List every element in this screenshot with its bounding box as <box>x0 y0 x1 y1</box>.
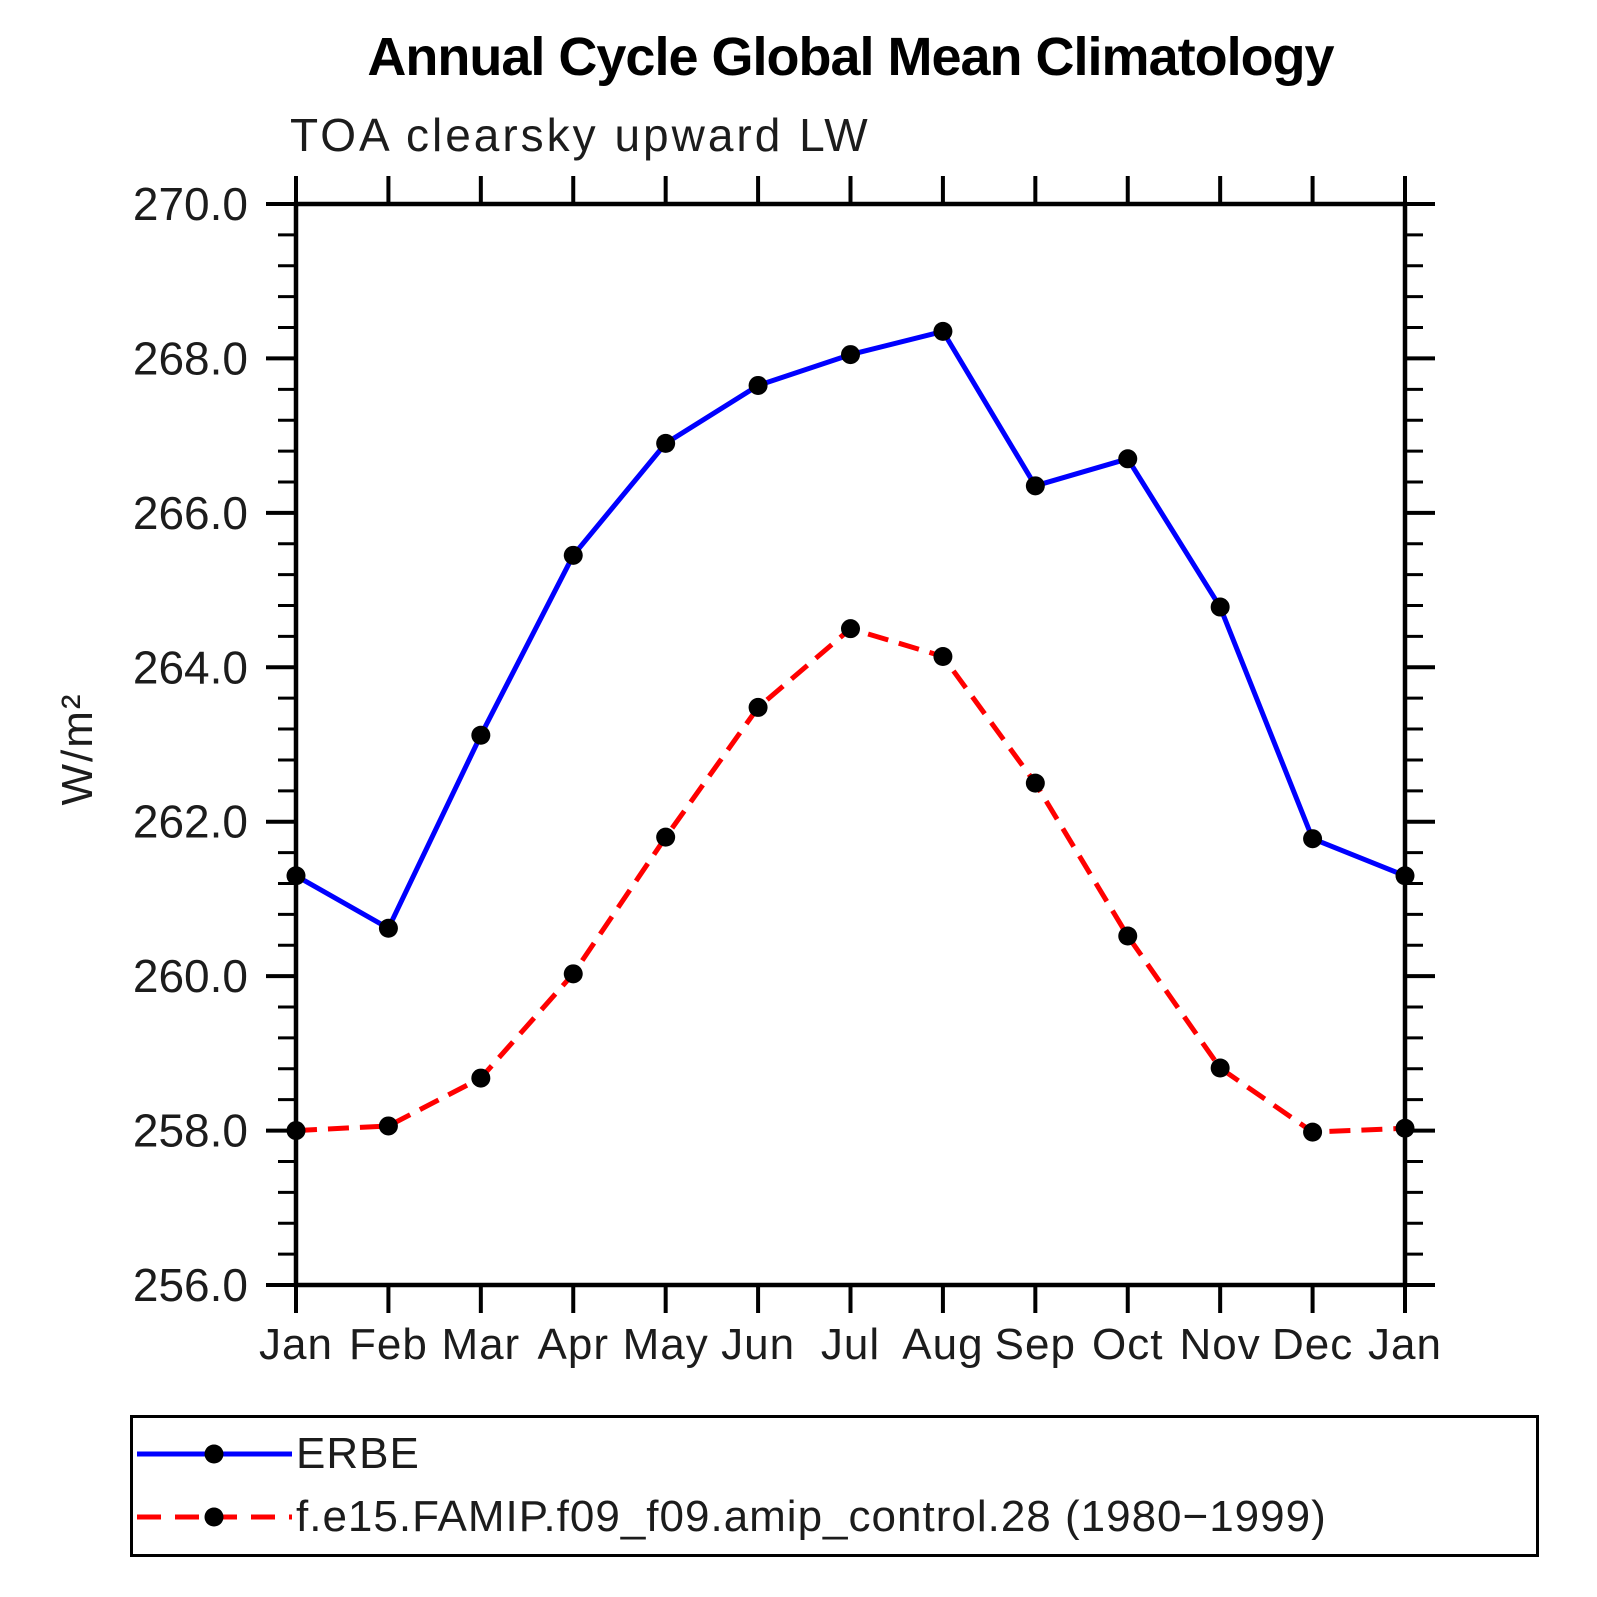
legend-label-erbe: ERBE <box>296 1428 420 1478</box>
data-point-marker <box>1210 1058 1230 1078</box>
y-tick-label: 258.0 <box>133 1105 248 1157</box>
data-point-marker <box>1395 1118 1415 1138</box>
legend-label-model: f.e15.FAMIP.f09_f09.amip_control.28 (198… <box>296 1491 1327 1541</box>
legend-entry-erbe: ERBE <box>133 1423 1536 1485</box>
x-tick-label: Jan <box>1368 1320 1442 1369</box>
y-tick-label: 256.0 <box>133 1259 248 1311</box>
y-tick-label: 264.0 <box>133 641 248 693</box>
x-tick-label: Feb <box>349 1320 428 1369</box>
y-tick-label: 262.0 <box>133 796 248 848</box>
x-tick-label: Mar <box>441 1320 520 1369</box>
x-tick-label: Jun <box>721 1320 795 1369</box>
data-point-marker <box>286 1121 306 1141</box>
data-point-marker <box>656 827 676 847</box>
x-tick-label: Apr <box>538 1320 609 1369</box>
legend: ERBE f.e15.FAMIP.f09_f09.amip_control.28… <box>130 1415 1539 1557</box>
data-point-marker <box>378 1116 398 1136</box>
x-tick-label: Jul <box>821 1320 880 1369</box>
data-point-marker <box>933 646 953 666</box>
data-point-marker <box>1395 866 1415 886</box>
plot-frame <box>293 201 1408 1288</box>
data-point-marker <box>1025 476 1045 496</box>
y-tick-label: 260.0 <box>133 950 248 1002</box>
x-tick-label: Dec <box>1272 1320 1353 1369</box>
legend-marker-icon <box>204 1444 224 1463</box>
series-line <box>295 626 1406 1135</box>
data-point-marker <box>1303 829 1323 849</box>
x-tick-label: Aug <box>902 1320 983 1369</box>
data-point-marker <box>1303 1122 1323 1142</box>
data-point-marker <box>563 545 583 565</box>
x-tick-label: Jan <box>259 1320 333 1369</box>
legend-entry-model: f.e15.FAMIP.f09_f09.amip_control.28 (198… <box>133 1486 1536 1548</box>
y-axis-ticks <box>266 202 1435 1287</box>
x-tick-label: Sep <box>995 1320 1076 1369</box>
y-tick-label: 268.0 <box>133 332 248 384</box>
y-tick-label: 270.0 <box>133 178 248 230</box>
legend-marker-icon <box>204 1507 224 1526</box>
data-point-marker <box>656 433 676 453</box>
y-axis-labels: 256.0 258.0 260.0 262.0 264.0 266.0 268.0 270.0 <box>133 178 248 1311</box>
data-point-marker <box>1025 773 1045 793</box>
data-point-marker <box>286 866 306 886</box>
data-point-marker <box>471 1068 491 1088</box>
data-point-marker <box>748 375 768 395</box>
x-tick-label: Oct <box>1092 1320 1163 1369</box>
series-erbe <box>286 321 1415 938</box>
x-tick-label: May <box>623 1320 709 1369</box>
data-point-marker <box>841 345 860 365</box>
x-axis-labels: Jan Feb Mar Apr May Jun Jul Aug Sep Oct Nov Dec Jan <box>259 1320 1442 1369</box>
data-point-marker <box>1118 449 1138 469</box>
data-point-marker <box>1210 597 1230 617</box>
legend-sample-solid-line <box>137 1444 292 1463</box>
y-tick-label: 266.0 <box>133 487 248 539</box>
data-point-marker <box>841 619 860 639</box>
series-model <box>286 619 1415 1142</box>
data-point-marker <box>378 918 398 938</box>
chart-subtitle: TOA clearsky upward LW <box>290 109 871 161</box>
chart-title: Annual Cycle Global Mean Climatology <box>367 27 1334 87</box>
data-point-marker <box>563 964 583 984</box>
legend-sample-dashed-line <box>137 1507 292 1526</box>
data-point-marker <box>1118 926 1138 946</box>
x-tick-label: Nov <box>1180 1320 1261 1369</box>
data-point-marker <box>933 321 953 341</box>
data-point-marker <box>748 697 768 717</box>
x-axis-ticks <box>294 176 1407 1313</box>
data-point-marker <box>471 725 491 745</box>
